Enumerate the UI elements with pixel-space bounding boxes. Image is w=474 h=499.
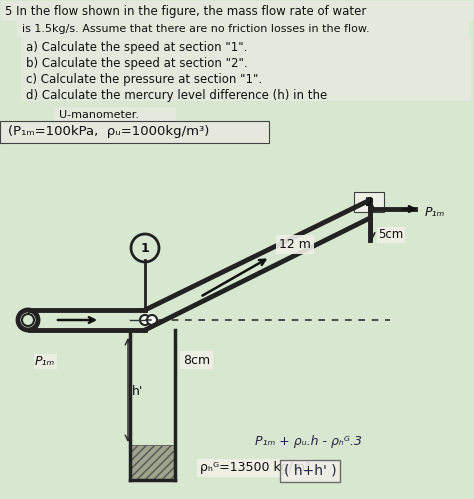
Text: 1: 1: [141, 242, 149, 254]
FancyBboxPatch shape: [1, 1, 473, 21]
Text: h': h': [132, 385, 144, 398]
FancyBboxPatch shape: [0, 121, 269, 143]
FancyBboxPatch shape: [21, 53, 471, 69]
Text: 5 In the flow shown in the figure, the mass flow rate of water: 5 In the flow shown in the figure, the m…: [5, 4, 366, 17]
Circle shape: [147, 315, 157, 325]
Text: d) Calculate the mercury level difference (h) in the: d) Calculate the mercury level differenc…: [26, 88, 327, 101]
Text: a) Calculate the speed at section "1".: a) Calculate the speed at section "1".: [26, 40, 247, 53]
Text: P₁ₘ + ρᵤ.h - ρₕᴳ.3: P₁ₘ + ρᵤ.h - ρₕᴳ.3: [255, 435, 362, 448]
Bar: [131, 445, 174, 479]
FancyBboxPatch shape: [21, 37, 471, 53]
Text: ρₕᴳ=13500 kg/m³: ρₕᴳ=13500 kg/m³: [200, 462, 310, 475]
FancyBboxPatch shape: [21, 69, 471, 85]
Text: ( h+h' ): ( h+h' ): [283, 464, 337, 478]
Text: 12 m: 12 m: [279, 238, 311, 251]
Bar: [131, 445, 174, 479]
FancyBboxPatch shape: [17, 20, 469, 37]
Text: (P₁ₘ=100kPa,  ρᵤ=1000kg/m³): (P₁ₘ=100kPa, ρᵤ=1000kg/m³): [8, 126, 210, 139]
Text: 8cm: 8cm: [183, 353, 210, 366]
Text: b) Calculate the speed at section "2".: b) Calculate the speed at section "2".: [26, 56, 247, 69]
Circle shape: [140, 315, 150, 325]
FancyBboxPatch shape: [21, 85, 471, 101]
Text: 5cm: 5cm: [378, 229, 403, 242]
Text: c) Calculate the pressure at section "1".: c) Calculate the pressure at section "1"…: [26, 72, 262, 85]
FancyBboxPatch shape: [54, 107, 176, 122]
Text: P₁ₘ: P₁ₘ: [35, 355, 55, 368]
Text: U-manometer.: U-manometer.: [59, 110, 139, 120]
Text: P₁ₘ: P₁ₘ: [425, 207, 445, 220]
Text: is 1.5kg/s. Assume that there are no friction losses in the flow.: is 1.5kg/s. Assume that there are no fri…: [22, 24, 370, 34]
FancyBboxPatch shape: [354, 192, 384, 212]
Text: 2: 2: [365, 196, 374, 209]
